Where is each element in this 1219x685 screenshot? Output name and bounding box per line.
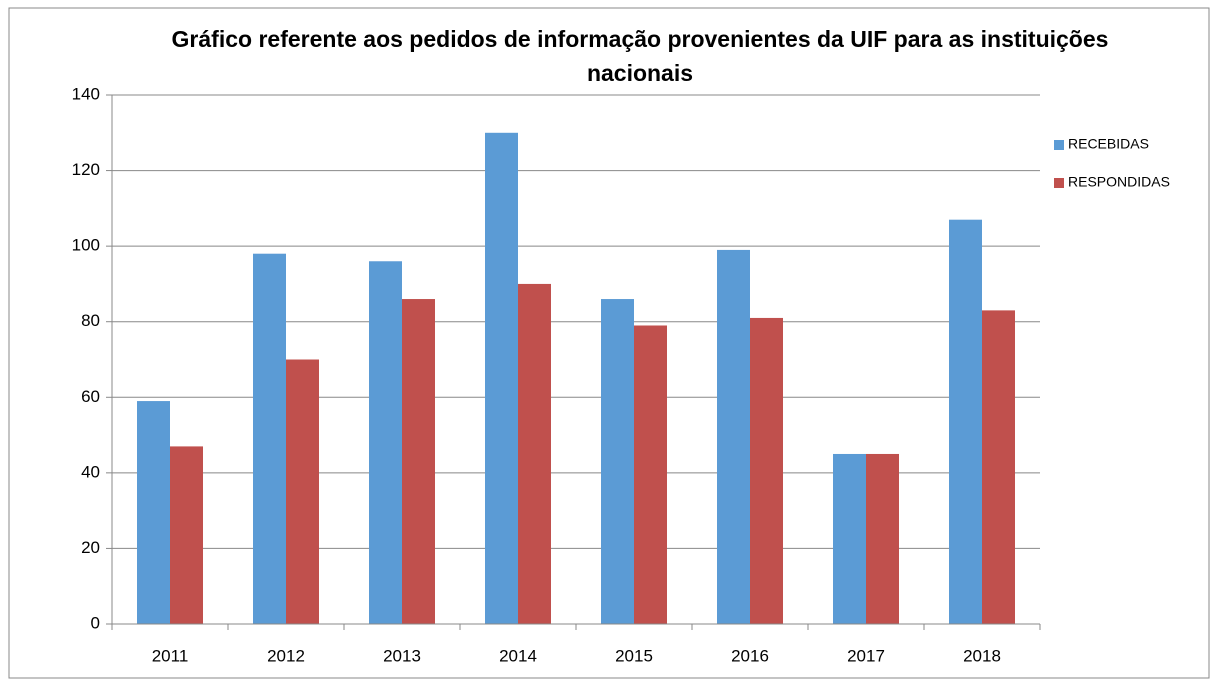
y-tick-label: 40 (81, 462, 100, 481)
bar (982, 310, 1015, 624)
y-tick-label: 140 (72, 84, 100, 103)
bar (137, 401, 170, 624)
bar (253, 253, 286, 624)
bar (402, 299, 435, 624)
bar (518, 283, 551, 624)
y-tick-label: 100 (72, 236, 100, 255)
legend-swatch (1054, 140, 1064, 150)
x-tick-label: 2018 (963, 646, 1001, 665)
bar (286, 359, 319, 624)
legend-label: RECEBIDAS (1068, 136, 1149, 152)
chart-title: Gráfico referente aos pedidos de informa… (171, 26, 1109, 86)
x-tick-label: 2012 (267, 646, 305, 665)
legend-swatch (1054, 178, 1064, 188)
bar (485, 132, 518, 625)
y-tick-label: 20 (81, 538, 100, 557)
bar (369, 261, 402, 624)
legend-label: RESPONDIDAS (1068, 174, 1170, 190)
x-tick-label: 2011 (152, 646, 189, 665)
bar (634, 325, 667, 624)
x-tick-label: 2016 (731, 646, 769, 665)
bar (170, 446, 203, 624)
y-tick-label: 120 (72, 160, 100, 179)
bar (833, 453, 866, 624)
y-tick-label: 0 (91, 613, 100, 632)
x-tick-label: 2017 (847, 646, 885, 665)
chart-border (8, 7, 1210, 679)
x-tick-label: 2013 (383, 646, 421, 665)
bar (866, 453, 899, 624)
bar (750, 317, 783, 624)
bar (717, 249, 750, 624)
y-tick-label: 60 (81, 387, 100, 406)
bar (601, 299, 634, 624)
bar (949, 219, 982, 624)
x-tick-label: 2015 (615, 646, 653, 665)
y-tick-label: 80 (81, 311, 100, 330)
x-tick-label: 2014 (499, 646, 537, 665)
